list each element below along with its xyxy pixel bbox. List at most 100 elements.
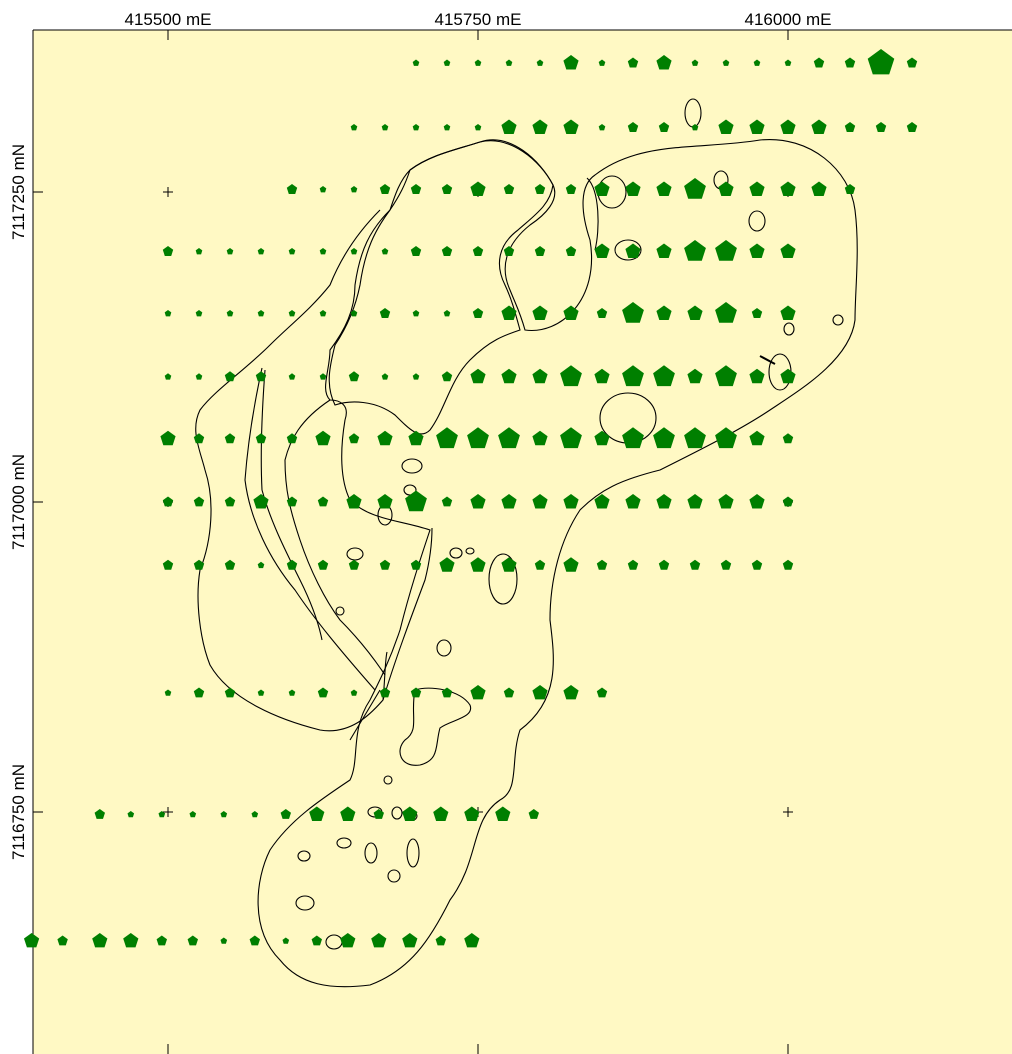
sample-marker [565,246,577,256]
sample-marker [340,933,356,948]
sample-marker [625,243,641,258]
sample-marker [311,935,322,946]
sample-marker [377,494,393,509]
xenolith-5 [614,239,642,261]
sample-marker [715,240,737,261]
sample-marker [164,689,172,696]
sample-marker [436,427,458,449]
sample-marker [536,59,544,66]
sample-marker [684,240,706,261]
sample-marker [780,119,796,134]
xenolith-16 [488,553,518,605]
sample-marker [782,496,794,507]
sample-marker [594,430,610,446]
sample-marker [379,308,391,318]
sample-marker [443,124,451,131]
xenolith-19 [399,687,472,766]
xenolith-7 [832,314,844,326]
sample-marker [226,310,234,317]
sample-marker [598,124,606,131]
sample-marker [563,119,579,134]
sample-marker [503,687,515,698]
map-background [33,30,1012,1054]
xenolith-26 [406,838,420,868]
sample-marker [596,687,608,698]
sample-marker [782,433,794,444]
sample-marker [625,181,641,196]
y-label-1: 7117250 mN [9,144,28,240]
sample-marker [253,494,269,509]
sample-marker [224,433,236,444]
sample-marker [319,186,327,193]
sample-marker [350,310,358,317]
sample-marker [193,559,205,570]
sample-marker [563,685,579,700]
sample-marker [718,494,734,509]
sample-marker [317,496,329,507]
sample-marker [350,248,358,255]
sample-marker [749,368,765,384]
sample-marker [532,305,548,320]
dyke-mid-outline [260,369,323,641]
contact-line-2 [349,689,381,741]
left-ticks [33,191,43,813]
sample-marker [563,494,579,509]
sample-marker [379,687,391,698]
sample-marker [689,559,701,570]
sample-marker [410,246,422,256]
sample-marker [749,181,765,196]
sample-marker [348,559,360,570]
sample-marker [443,310,451,317]
sample-marker [656,243,672,258]
sample-marker [381,373,389,380]
sample-marker [501,494,517,509]
sample-marker [249,935,260,946]
main-intrusion-outline [257,139,858,988]
sample-marker [844,122,856,132]
sample-marker [439,557,455,572]
sample-marker [532,494,548,509]
sample-marker [749,243,765,258]
sample-marker [474,59,482,66]
sample-marker [656,305,672,320]
sample-marker [379,559,391,570]
sample-marker [127,811,135,818]
sample-marker [563,305,579,320]
sample-marker [288,248,296,255]
sample-marker [594,368,610,384]
sample-marker [844,57,856,68]
sample-marker [532,685,548,700]
sample-marker [410,687,422,698]
sample-marker [441,371,453,382]
sample-marker [780,368,796,384]
sample-marker [467,427,489,449]
sample-marker [474,124,482,131]
grid-cross [163,807,173,817]
sample-marker [687,494,703,509]
sample-marker [348,371,360,382]
sample-marker [224,371,236,382]
sample-marker [563,55,579,70]
sample-marker [402,933,418,948]
sample-marker [470,181,486,196]
dyke-west-outline [244,367,376,691]
fault-tick [759,355,776,365]
sample-marker [309,806,325,821]
sample-marker [906,122,918,132]
sample-marker [158,811,166,818]
sample-marker [501,119,517,134]
sample-marker [24,933,40,948]
sample-marker [718,119,734,134]
sample-marker [123,933,139,948]
sample-marker [164,373,172,380]
sample-marker [503,184,515,194]
y-label-2: 7117000 mN [9,454,28,550]
xenolith-29 [295,895,315,911]
sample-marker [722,59,730,66]
sample-marker [257,561,265,569]
sample-marker [224,687,236,698]
sample-marker [255,433,267,444]
sample-marker [472,308,484,318]
y-label-3: 7116750 mN [9,764,28,860]
sample-marker [782,559,794,570]
